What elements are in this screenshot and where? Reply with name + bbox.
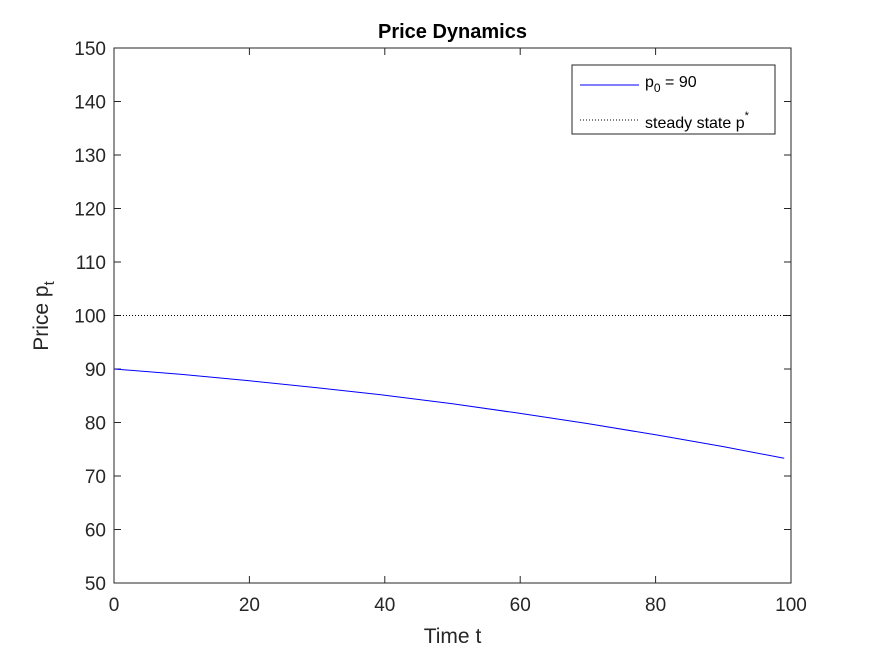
legend: p0 = 90 steady state p*: [571, 64, 776, 135]
x-tick-label: 20: [239, 595, 260, 616]
legend-label-series-1: p0 = 90: [645, 74, 697, 95]
chart-title: Price Dynamics: [378, 21, 527, 43]
y-tick-label: 140: [74, 93, 106, 114]
legend-label-series-1-subscript: 0: [654, 81, 661, 95]
x-tick-label: 100: [775, 595, 807, 616]
y-tick-label: 80: [85, 414, 106, 435]
x-axis-title: Time t: [424, 625, 482, 648]
y-tick-label: 70: [85, 467, 106, 488]
y-tick-label: 120: [74, 200, 106, 221]
y-axis-title-main: Price p: [30, 285, 53, 350]
y-axis-title-subscript: t: [41, 280, 58, 285]
y-axis-title: Price pt: [30, 280, 58, 350]
x-tick-label: 80: [645, 595, 666, 616]
y-tick-label: 110: [76, 253, 106, 274]
y-tick-label: 50: [85, 574, 106, 595]
legend-label-series-2: steady state p*: [645, 110, 750, 132]
x-tick-label: 60: [510, 595, 531, 616]
legend-label-series-1-main: p: [645, 74, 654, 91]
y-tick-label: 150: [74, 39, 106, 60]
series-group: [113, 315, 791, 459]
x-tick-label: 0: [109, 595, 120, 616]
legend-box: [571, 64, 776, 135]
x-tick-label: 40: [374, 595, 395, 616]
y-tick-label: 130: [74, 146, 106, 167]
legend-label-series-1-suffix: = 90: [661, 74, 697, 91]
axes-box: [113, 47, 792, 584]
legend-label-series-2-superscript: *: [745, 110, 750, 122]
ticks-group: 0 20 40 60 80 100 50 60 70 80 90 100 110 120 130 140 150: [74, 39, 807, 616]
series-line-1: [113, 368, 785, 459]
y-tick-label: 90: [85, 360, 106, 381]
y-tick-label: 60: [85, 521, 106, 542]
y-tick-label: 100: [74, 307, 106, 328]
legend-label-series-2-main: steady state p: [645, 115, 745, 132]
